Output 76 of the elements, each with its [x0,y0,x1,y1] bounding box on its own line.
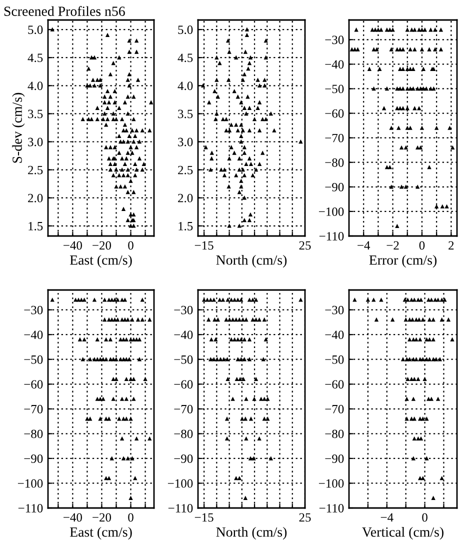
x-tick-label: −4 [380,513,394,522]
y-tick-label: 4.5 [28,54,43,62]
x-tick-label: −2 [386,241,399,250]
x-tick-label: 2 [448,241,454,250]
y-tick-label: 2.5 [28,166,43,174]
y-tick-label: −90 [24,454,43,463]
y-tick-label: −60 [325,380,344,389]
y-tick-label: −100 [168,479,193,488]
y-tick-label: −110 [319,504,344,512]
y-tick-label: −80 [24,430,43,438]
y-tick-label: −60 [325,109,344,118]
y-tick-label: 3.5 [28,110,43,118]
y-tick-label: −110 [18,504,43,512]
y-tick-label: 5.0 [178,26,193,34]
y-tick-label: −110 [319,232,344,240]
y-tick-label: 1.5 [28,222,43,230]
y-tick-label: −100 [318,479,344,488]
y-tick-label: −50 [325,355,344,364]
x-tick-label: −15 [194,241,214,250]
y-tick-label: 4.0 [28,82,43,90]
x-tick-label: −40 [64,241,82,250]
x-tick-label: 25 [299,513,311,522]
x-axis-title: North (cm/s) [216,526,287,540]
y-tick-label: 4.5 [178,54,193,62]
y-tick-label: 2.5 [178,166,193,174]
x-axis-title: Error (cm/s) [369,254,437,268]
y-tick-label: 4.0 [178,82,193,90]
y-tick-label: −50 [325,84,344,94]
chart-title: Screened Profiles n56 [4,6,125,16]
y-tick-label: −30 [24,306,43,314]
y-tick-label: −40 [24,330,43,340]
x-tick-label: −20 [92,241,112,250]
y-tick-label: −70 [325,404,344,414]
y-tick-label: 3.5 [178,110,193,118]
x-axis-title: Vertical (cm/s) [362,526,444,540]
y-tick-label: −100 [18,479,43,488]
x-tick-label: 0 [422,513,428,522]
y-tick-label: −50 [174,355,193,364]
y-tick-label: 3.0 [178,138,193,146]
y-tick-label: −70 [174,404,193,414]
x-tick-label: −40 [64,513,82,522]
y-tick-label: −70 [24,404,43,414]
x-tick-label: 0 [419,241,425,250]
y-tick-label: 5.0 [28,26,43,34]
y-tick-label: −30 [325,306,344,314]
y-tick-label: 2.0 [28,194,43,202]
y-tick-label: −40 [325,60,344,69]
x-tick-label: 0 [128,241,134,250]
y-tick-label: −30 [174,306,193,314]
x-tick-label: 0 [128,513,134,522]
y-tick-label: 2.0 [178,194,193,202]
y-tick-label: −70 [325,134,344,142]
y-tick-label: −40 [325,330,344,340]
y-tick-label: −80 [325,430,344,438]
y-tick-label: −60 [24,380,43,389]
x-axis-title: North (cm/s) [216,254,287,268]
x-axis-title: East (cm/s) [70,254,132,268]
y-tick-label: −110 [168,504,193,512]
y-axis-title: S-dev (cm/s) [12,92,25,163]
x-axis-title: East (cm/s) [70,526,132,540]
y-tick-label: −90 [325,182,344,192]
x-tick-label: −4 [358,241,370,250]
y-tick-label: 1.5 [178,222,193,230]
y-tick-label: −60 [174,380,193,389]
y-tick-label: −90 [325,454,344,463]
y-tick-label: −50 [24,355,43,364]
y-tick-label: −40 [174,330,193,340]
y-tick-label: −30 [325,36,344,44]
x-tick-label: −15 [194,513,214,522]
y-tick-label: −80 [174,430,193,438]
x-tick-label: 25 [299,241,311,250]
x-tick-label: −20 [92,513,112,522]
y-tick-label: −90 [174,454,193,463]
y-tick-label: −80 [325,158,344,167]
y-tick-label: −100 [318,207,344,216]
y-tick-label: 3.0 [28,138,43,146]
